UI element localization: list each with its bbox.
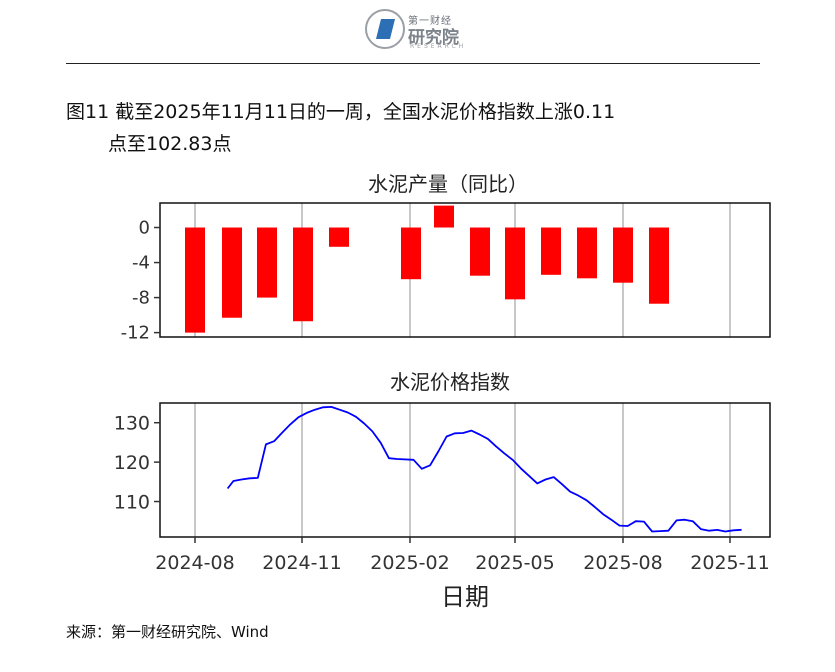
- x-axis-label: 日期: [441, 583, 489, 611]
- header-divider: [66, 63, 760, 64]
- bar-2025-02: [401, 227, 421, 280]
- bar-2025-09: [649, 227, 669, 304]
- bar-2025-07: [577, 227, 597, 279]
- bar-chart-title: 水泥产量（同比）: [368, 172, 528, 196]
- bar-chart: 0 -4 -8 -12: [121, 202, 771, 344]
- source-note: 来源：第一财经研究院、Wind: [66, 623, 269, 641]
- xtick-label-1: 2024-11: [262, 552, 341, 574]
- bar-ytick-label-0: 0: [139, 218, 150, 239]
- bar-2024-11: [293, 227, 313, 322]
- bar-2024-08: [185, 227, 205, 333]
- bar-ytick-label-3: -12: [121, 323, 150, 344]
- bar-plot-frame: [159, 202, 771, 338]
- xtick-label-2: 2025-02: [370, 552, 449, 574]
- bar-plot-area: [160, 203, 770, 337]
- line-plot-area: [160, 403, 770, 537]
- line-ytick-label-2: 130: [114, 413, 150, 435]
- logo-icon: [365, 9, 405, 49]
- logo: 第一财经 研究院 RESEARCH: [364, 6, 474, 52]
- xtick-label-3: 2025-05: [475, 552, 554, 574]
- xtick-label-5: 2025-11: [690, 552, 769, 574]
- line-chart-title: 水泥价格指数: [390, 370, 510, 394]
- bar-2024-10: [257, 227, 277, 298]
- xtick-label-4: 2025-08: [583, 552, 662, 574]
- line-plot-frame: [159, 402, 771, 538]
- line-chart: 110 120 130 2024-08 2024-11 2025-02 2025-05 202…: [114, 402, 771, 611]
- figure-caption: 图11 截至2025年11月11日的一周，全国水泥价格指数上涨0.11 点至10…: [66, 96, 766, 160]
- bar-ytick-label-1: -4: [132, 253, 150, 274]
- bar-2024-12: [329, 227, 349, 247]
- line-ytick-label-0: 110: [114, 492, 150, 514]
- logo-sub-text: RESEARCH: [410, 43, 467, 50]
- xtick-label-0: 2024-08: [155, 552, 234, 574]
- line-ytick-label-1: 120: [114, 452, 150, 474]
- bar-2025-08: [613, 227, 633, 283]
- caption-line-2: 点至102.83点: [108, 133, 232, 155]
- bar-2025-04: [470, 227, 490, 276]
- bar-2024-09: [222, 227, 242, 318]
- bar-2025-05: [505, 227, 525, 300]
- logo-main-text: 研究院: [408, 28, 459, 48]
- bar-2025-06: [541, 227, 561, 275]
- caption-line-1: 图11 截至2025年11月11日的一周，全国水泥价格指数上涨0.11: [66, 101, 616, 123]
- bar-ytick-label-2: -8: [132, 288, 150, 309]
- line-series-cement-price-index: [226, 406, 742, 533]
- bar-2025-03: [434, 205, 454, 228]
- logo-top-text: 第一财经: [408, 16, 452, 27]
